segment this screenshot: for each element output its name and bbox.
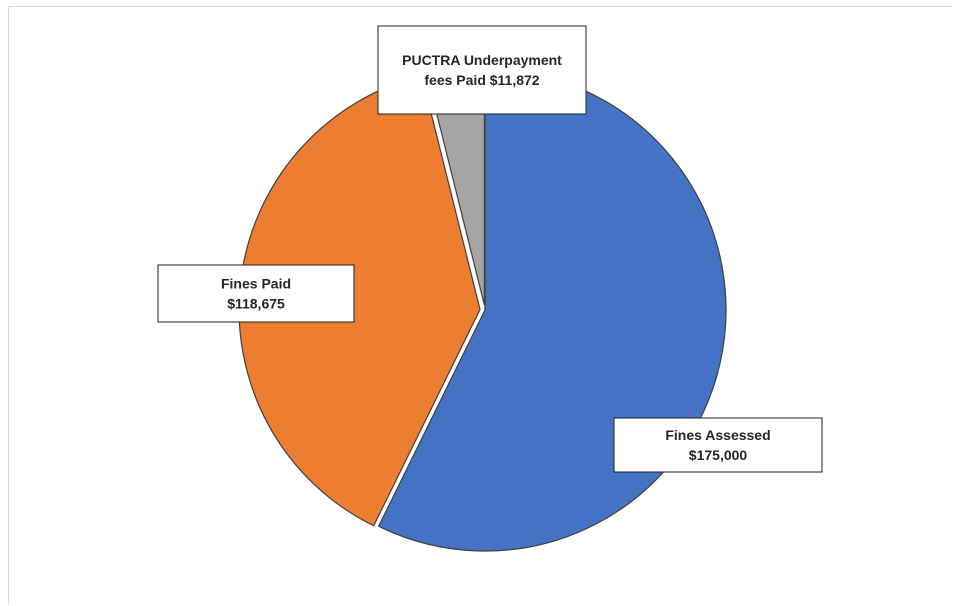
data-labels: Fines Assessed $175,000 Fines Paid $118,675… <box>157 25 823 473</box>
data-label-box <box>157 264 355 323</box>
data-label-box <box>377 25 587 115</box>
data-label-text: fees Paid $11,872 <box>424 72 539 88</box>
data-label-text: PUCTRA Underpayment <box>402 52 562 68</box>
label-fines-paid: Fines Paid $118,675 <box>157 264 355 323</box>
label-puctra-underpayment: PUCTRA Underpayment fees Paid $11,872 <box>377 25 587 115</box>
data-label-text: Fines Paid <box>221 276 291 292</box>
label-fines-assessed: Fines Assessed $175,000 <box>613 417 823 473</box>
data-label-box <box>613 417 823 473</box>
data-label-text: Fines Assessed <box>665 427 770 443</box>
data-label-text: $118,675 <box>227 296 285 312</box>
data-label-text: $175,000 <box>689 447 748 463</box>
